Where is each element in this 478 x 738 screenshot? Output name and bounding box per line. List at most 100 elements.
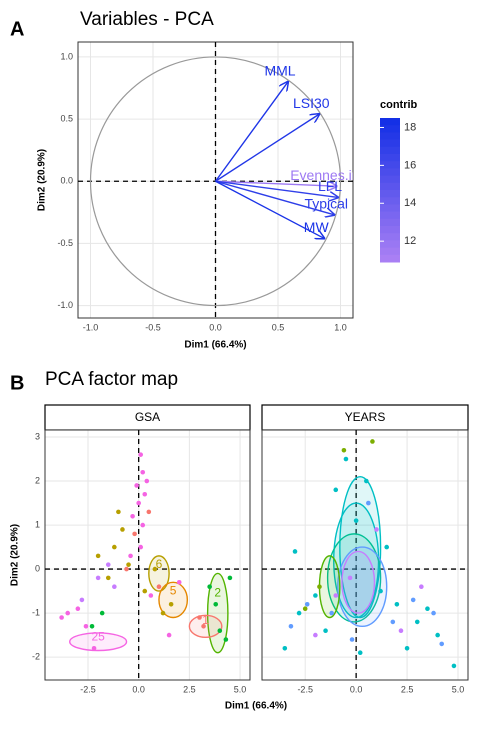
point (425, 606, 430, 611)
ellipse (158, 581, 189, 619)
correlation-circle (89, 56, 342, 307)
point (105, 562, 111, 567)
plot-border (261, 429, 469, 681)
point (313, 593, 318, 598)
point (65, 610, 71, 616)
point (333, 593, 339, 598)
point (176, 579, 182, 585)
point (152, 566, 158, 572)
point (357, 650, 363, 656)
x-tick-label: -0.5 (145, 322, 161, 332)
colorbar-step (380, 182, 400, 191)
point (91, 646, 97, 651)
ellipse (318, 555, 341, 619)
ellipse (206, 572, 229, 654)
ellipse-label: 25 (91, 629, 105, 643)
y-tick-label: 0.5 (60, 113, 73, 123)
y-tick-label: -0.5 (57, 238, 73, 248)
point (282, 646, 288, 651)
y-tick-label: -1.0 (57, 300, 73, 310)
point (142, 588, 148, 594)
point (329, 610, 334, 616)
point (140, 522, 146, 528)
point (378, 588, 383, 594)
point (366, 500, 371, 506)
point (435, 632, 440, 638)
point (160, 610, 166, 616)
point (120, 527, 125, 532)
facet-strip (44, 404, 251, 431)
colorbar-step (380, 218, 400, 227)
axis-label: Dim1 (66.4%) (225, 701, 287, 712)
colorbar-step (380, 211, 400, 220)
arrow (215, 114, 320, 182)
point (142, 491, 148, 497)
point (132, 531, 137, 537)
colorbar-tick-label: 18 (404, 121, 416, 133)
y-tick-label: 0 (35, 563, 40, 573)
colorbar-step (380, 154, 400, 162)
ellipse (341, 550, 376, 614)
arrow-label: LFL (318, 178, 342, 194)
panel-letter: B (10, 372, 24, 394)
x-tick-label: 2.5 (183, 684, 196, 694)
y-tick-label: 3 (35, 431, 40, 441)
point (138, 452, 144, 457)
point (227, 575, 233, 581)
colorbar-step (380, 118, 400, 126)
x-tick-label: 1.0 (334, 322, 347, 332)
colorbar-step (380, 197, 400, 205)
colorbar-step (380, 204, 400, 213)
point (138, 544, 144, 550)
point (217, 628, 223, 634)
colorbar-step (380, 125, 400, 133)
point (333, 487, 339, 493)
colorbar-step (380, 254, 400, 263)
colorbar-step (380, 190, 400, 198)
colorbar-tick-label: 12 (404, 235, 416, 247)
y-tick-label: 1.0 (60, 51, 73, 61)
point (124, 566, 129, 572)
arrow (215, 180, 325, 238)
point (148, 593, 154, 598)
point (323, 628, 328, 634)
point (431, 610, 436, 616)
facet-label: YEARS (345, 410, 386, 424)
y-tick-label: -1 (32, 607, 40, 617)
colorbar-tick-label: 14 (404, 197, 416, 209)
point (89, 624, 95, 629)
colorbar-step (380, 233, 400, 241)
colorbar-step (380, 132, 400, 141)
colorbar-tick-label: 16 (404, 159, 416, 171)
y-tick-label: 1 (35, 519, 40, 529)
point (59, 615, 64, 620)
panel-letter: A (10, 18, 24, 40)
point (116, 509, 121, 515)
point (112, 544, 117, 550)
point (419, 584, 424, 589)
point (394, 601, 400, 607)
point (95, 575, 101, 581)
point (347, 575, 353, 581)
colorbar-step (380, 247, 400, 256)
x-tick-label: 0.0 (209, 322, 222, 332)
ellipse (337, 546, 388, 628)
point (207, 584, 212, 589)
point (288, 624, 294, 629)
x-tick-label: 2.5 (401, 684, 414, 694)
colorbar-step (380, 161, 400, 169)
arrow-label: Evennes.ind (290, 167, 367, 183)
facet-strip (261, 404, 469, 431)
plot-border (44, 429, 251, 681)
point (317, 584, 322, 589)
ellipse (148, 555, 170, 592)
point (95, 553, 101, 559)
point (313, 632, 318, 638)
arrow (214, 82, 289, 182)
ellipse-label: 5 (170, 583, 177, 597)
x-tick-label: 5.0 (234, 684, 247, 694)
colorbar-step (380, 168, 400, 177)
point (390, 619, 396, 625)
point (197, 615, 202, 620)
